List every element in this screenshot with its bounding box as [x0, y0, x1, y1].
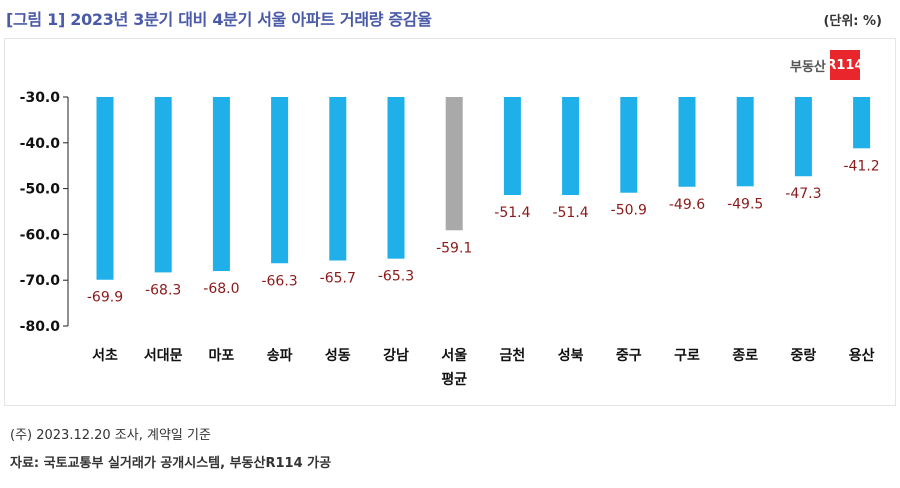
category-label: 서대문: [144, 348, 183, 364]
y-tick-label: -60.0: [20, 227, 61, 243]
logo: 부동산 R114: [790, 50, 863, 80]
logo-text: 부동산: [790, 59, 826, 75]
bar: [503, 97, 521, 196]
data-label: -69.9: [87, 290, 123, 306]
bar-chart: -30.0 -40.0 -50.0 -60.0 -70.0 -80.0 -69.9 서초 -68…: [20, 90, 880, 388]
category-label: 종로: [732, 348, 758, 364]
bar: [794, 97, 812, 177]
category-label: 강남: [383, 347, 409, 364]
bar: [154, 97, 172, 273]
data-label: -47.3: [785, 186, 821, 202]
data-label: -66.3: [261, 273, 297, 289]
logo-box: R114: [826, 50, 863, 80]
bar: [445, 97, 463, 231]
category-label: 마포: [209, 348, 235, 364]
category-label: 서울: [441, 347, 467, 364]
bar: [329, 97, 347, 261]
bar: [678, 97, 696, 187]
category-label: 구로: [674, 348, 700, 364]
category-label: 금천: [500, 348, 526, 364]
y-tick-label: -40.0: [20, 136, 61, 152]
bar: [562, 97, 580, 196]
data-label: -50.9: [611, 203, 647, 219]
data-label: -68.0: [203, 281, 239, 297]
data-label: -49.5: [727, 196, 763, 212]
y-tick-label: -70.0: [20, 273, 61, 289]
footnote: (주) 2023.12.20 조사, 계약일 기준: [10, 428, 211, 443]
unit-label: (단위: %): [823, 14, 882, 29]
y-tick-label: -80.0: [20, 319, 61, 335]
bar: [620, 97, 638, 193]
y-tick-label: -30.0: [20, 90, 61, 106]
data-label: -51.4: [494, 205, 530, 221]
category-label: 성동: [325, 348, 351, 364]
data-label: -65.3: [378, 269, 414, 285]
data-label: -65.7: [320, 271, 356, 287]
data-label: -59.1: [436, 240, 472, 256]
category-label: 서초: [92, 348, 118, 364]
category-label: 평균: [441, 371, 467, 388]
bar: [271, 97, 289, 264]
y-tick-label: -50.0: [20, 182, 61, 198]
bar: [736, 97, 754, 187]
chart-panel: [4, 38, 896, 406]
category-label: 용산: [849, 347, 875, 364]
chart-title: [그림 1] 2023년 3분기 대비 4분기 서울 아파트 거래량 증감율: [6, 10, 432, 29]
bar: [212, 97, 230, 272]
source-note: 자료: 국토교통부 실거래가 공개시스템, 부동산R114 가공: [10, 456, 332, 471]
category-label: 송파: [267, 348, 293, 364]
bar: [387, 97, 405, 259]
data-label: -51.4: [552, 205, 588, 221]
category-label: 중구: [616, 348, 642, 364]
data-label: -41.2: [843, 158, 879, 174]
data-label: -68.3: [145, 282, 181, 298]
bar: [853, 97, 871, 149]
data-label: -49.6: [669, 197, 705, 213]
bar: [96, 97, 114, 280]
category-label: 성북: [558, 348, 584, 364]
category-label: 중랑: [791, 348, 817, 364]
